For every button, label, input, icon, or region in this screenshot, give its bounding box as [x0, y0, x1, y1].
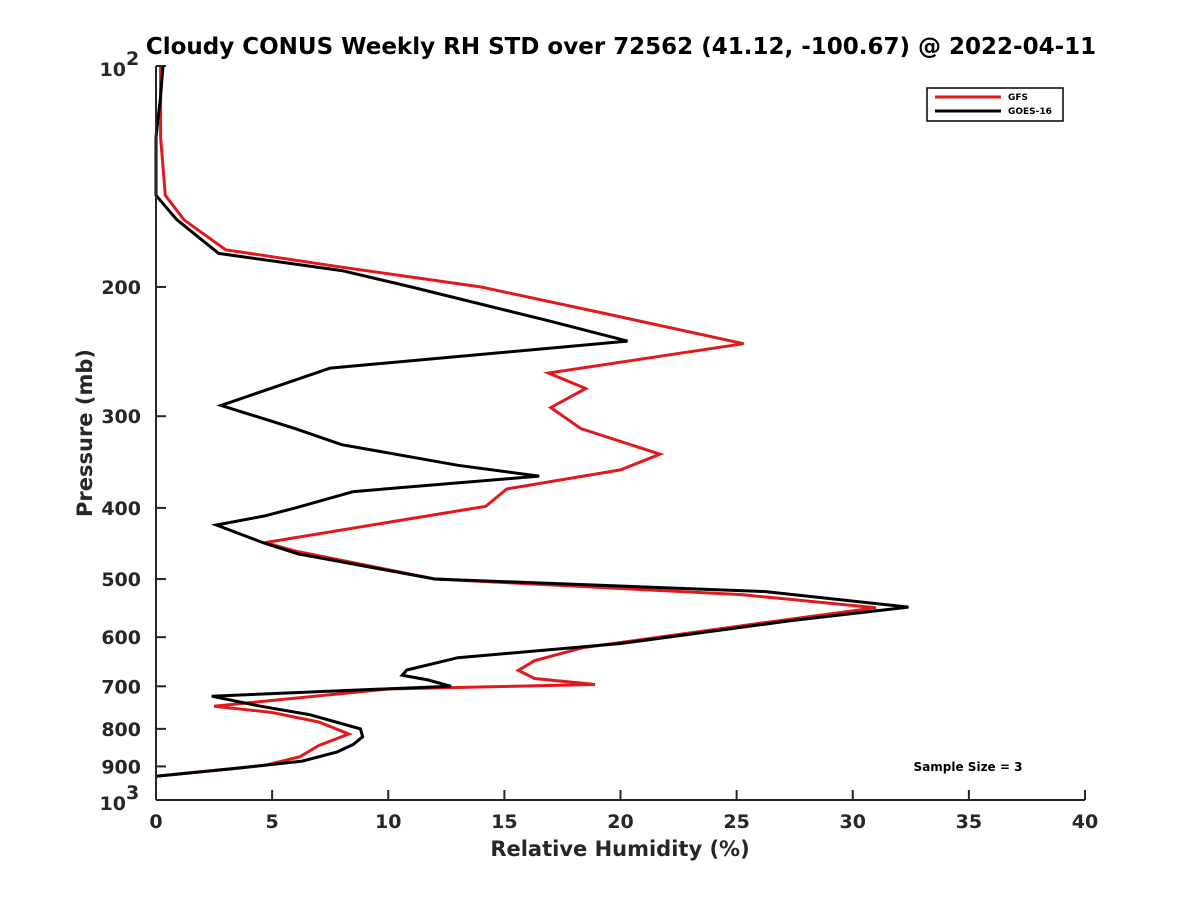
x-tick-label: 25 [723, 811, 749, 833]
y-tick-label-power: 10 [100, 59, 126, 81]
legend: GFS GOES-16 [926, 87, 1064, 122]
y-tick-label: 500 [101, 569, 141, 591]
y-axis-label: Pressure (mb) [73, 349, 97, 517]
chart-title: Cloudy CONUS Weekly RH STD over 72562 (4… [146, 34, 1096, 60]
x-tick-label: 20 [607, 811, 633, 833]
series-line-goes-16 [154, 65, 909, 778]
y-tick-label: 300 [101, 406, 141, 428]
y-tick-label: 600 [101, 627, 141, 649]
x-tick-label: 35 [956, 811, 982, 833]
x-tick-label: 30 [840, 811, 866, 833]
legend-label: GOES-16 [1008, 107, 1052, 117]
legend-box [926, 87, 1064, 122]
series-line-gfs [155, 66, 877, 778]
y-tick-label-exponent: 2 [126, 48, 139, 70]
x-tick-label: 15 [491, 811, 517, 833]
y-tick-label-exponent: 3 [126, 782, 139, 804]
legend-label: GFS [1008, 93, 1028, 103]
axes-layer: 0 5 10 15 20 25 30 35 40 200 300 400 500 600 700 800 900… [100, 48, 1099, 833]
y-tick-label: 900 [101, 756, 141, 778]
y-tick-label: 800 [101, 719, 141, 741]
x-axis-label: Relative Humidity (%) [490, 837, 749, 861]
x-tick-label: 10 [375, 811, 401, 833]
y-tick-label: 700 [101, 676, 141, 698]
y-tick-label-power: 10 [100, 793, 126, 815]
y-tick-label: 200 [101, 277, 141, 299]
y-tick-label: 400 [101, 498, 141, 520]
x-tick-label: 0 [149, 811, 162, 833]
x-tick-label: 5 [266, 811, 279, 833]
series-layer [154, 65, 909, 778]
sample-size-annotation: Sample Size = 3 [914, 760, 1023, 774]
x-tick-label: 40 [1072, 811, 1098, 833]
